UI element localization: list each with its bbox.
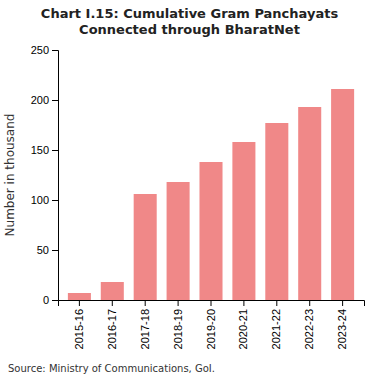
x-tick-label: 2019-20 [205,309,217,349]
x-tick-label: 2023-24 [336,309,348,349]
y-tick-mark [52,300,58,301]
x-tick-mark [79,300,80,306]
bar [68,293,91,300]
bar [298,107,321,300]
x-tick-mark [243,300,244,306]
plot: 0 50 100 150 200 250 2015-16 2016-17 2017-18 2018… [31,44,365,349]
y-axis-line [52,51,59,301]
x-tick-label: 2022-23 [303,309,315,349]
x-tick-label: 2017-18 [139,309,151,349]
y-axis: 0 50 100 150 200 250 [31,44,59,306]
y-tick: 250 [31,44,58,56]
x-tick-mark [112,300,113,306]
bar [265,123,288,300]
x-axis-line [59,301,365,307]
y-tick-label: 50 [37,244,49,256]
x-tick-mark [342,300,343,306]
x-tick: 2023-24 [336,300,348,349]
bar [331,89,354,300]
y-tick-mark [52,200,58,201]
y-tick: 150 [31,144,58,156]
x-tick-label: 2021-22 [270,309,282,349]
bar [134,194,157,300]
y-tick-mark [52,100,58,101]
x-tick-mark [211,300,212,306]
y-tick-label: 150 [31,144,49,156]
title: Chart I.15: Cumulative Gram PanchayatsCo… [41,6,339,37]
y-tick: 200 [31,94,58,106]
y-tick-label: 200 [31,94,49,106]
x-tick: 2017-18 [139,300,151,349]
source: Source: Ministry of Communications, GoI. [8,363,215,374]
x-tick-mark [309,300,310,306]
x-tick-mark [276,300,277,306]
x-tick-mark [178,300,179,306]
bar [199,162,222,300]
x-axis: 2015-16 2016-17 2017-18 2018-19 2019-20 2020-… [59,300,365,349]
x-tick: 2018-19 [172,300,184,349]
y-tick-label: 0 [43,294,49,306]
bar [167,182,190,300]
bar [232,142,255,300]
y-tick-mark [52,250,58,251]
y-tick: 50 [37,244,58,256]
y-tick-mark [52,150,58,151]
y-tick-label: 100 [31,194,49,206]
x-tick-label: 2020-21 [237,309,249,349]
bars [68,89,354,300]
title-line: Chart I.15: Cumulative Gram Panchayats [41,6,339,21]
title-line: Connected through BharatNet [79,22,300,37]
y-tick-mark [52,50,58,51]
x-tick-label: 2018-19 [172,309,184,349]
chart: Chart I.15: Cumulative Gram PanchayatsCo… [0,0,379,380]
x-tick: 2016-17 [106,300,118,349]
x-tick: 2019-20 [205,300,217,349]
x-tick: 2021-22 [270,300,282,349]
x-tick-label: 2015-16 [73,309,85,349]
y-tick: 0 [43,294,58,306]
x-tick: 2015-16 [73,300,85,349]
y-tick-label: 250 [31,44,49,56]
y-axis-title: Number in thousand [3,114,17,237]
x-tick-label: 2016-17 [106,309,118,349]
bar [101,282,124,300]
y-tick: 100 [31,194,58,206]
x-tick-mark [145,300,146,306]
x-tick: 2020-21 [237,300,249,349]
x-tick: 2022-23 [303,300,315,349]
